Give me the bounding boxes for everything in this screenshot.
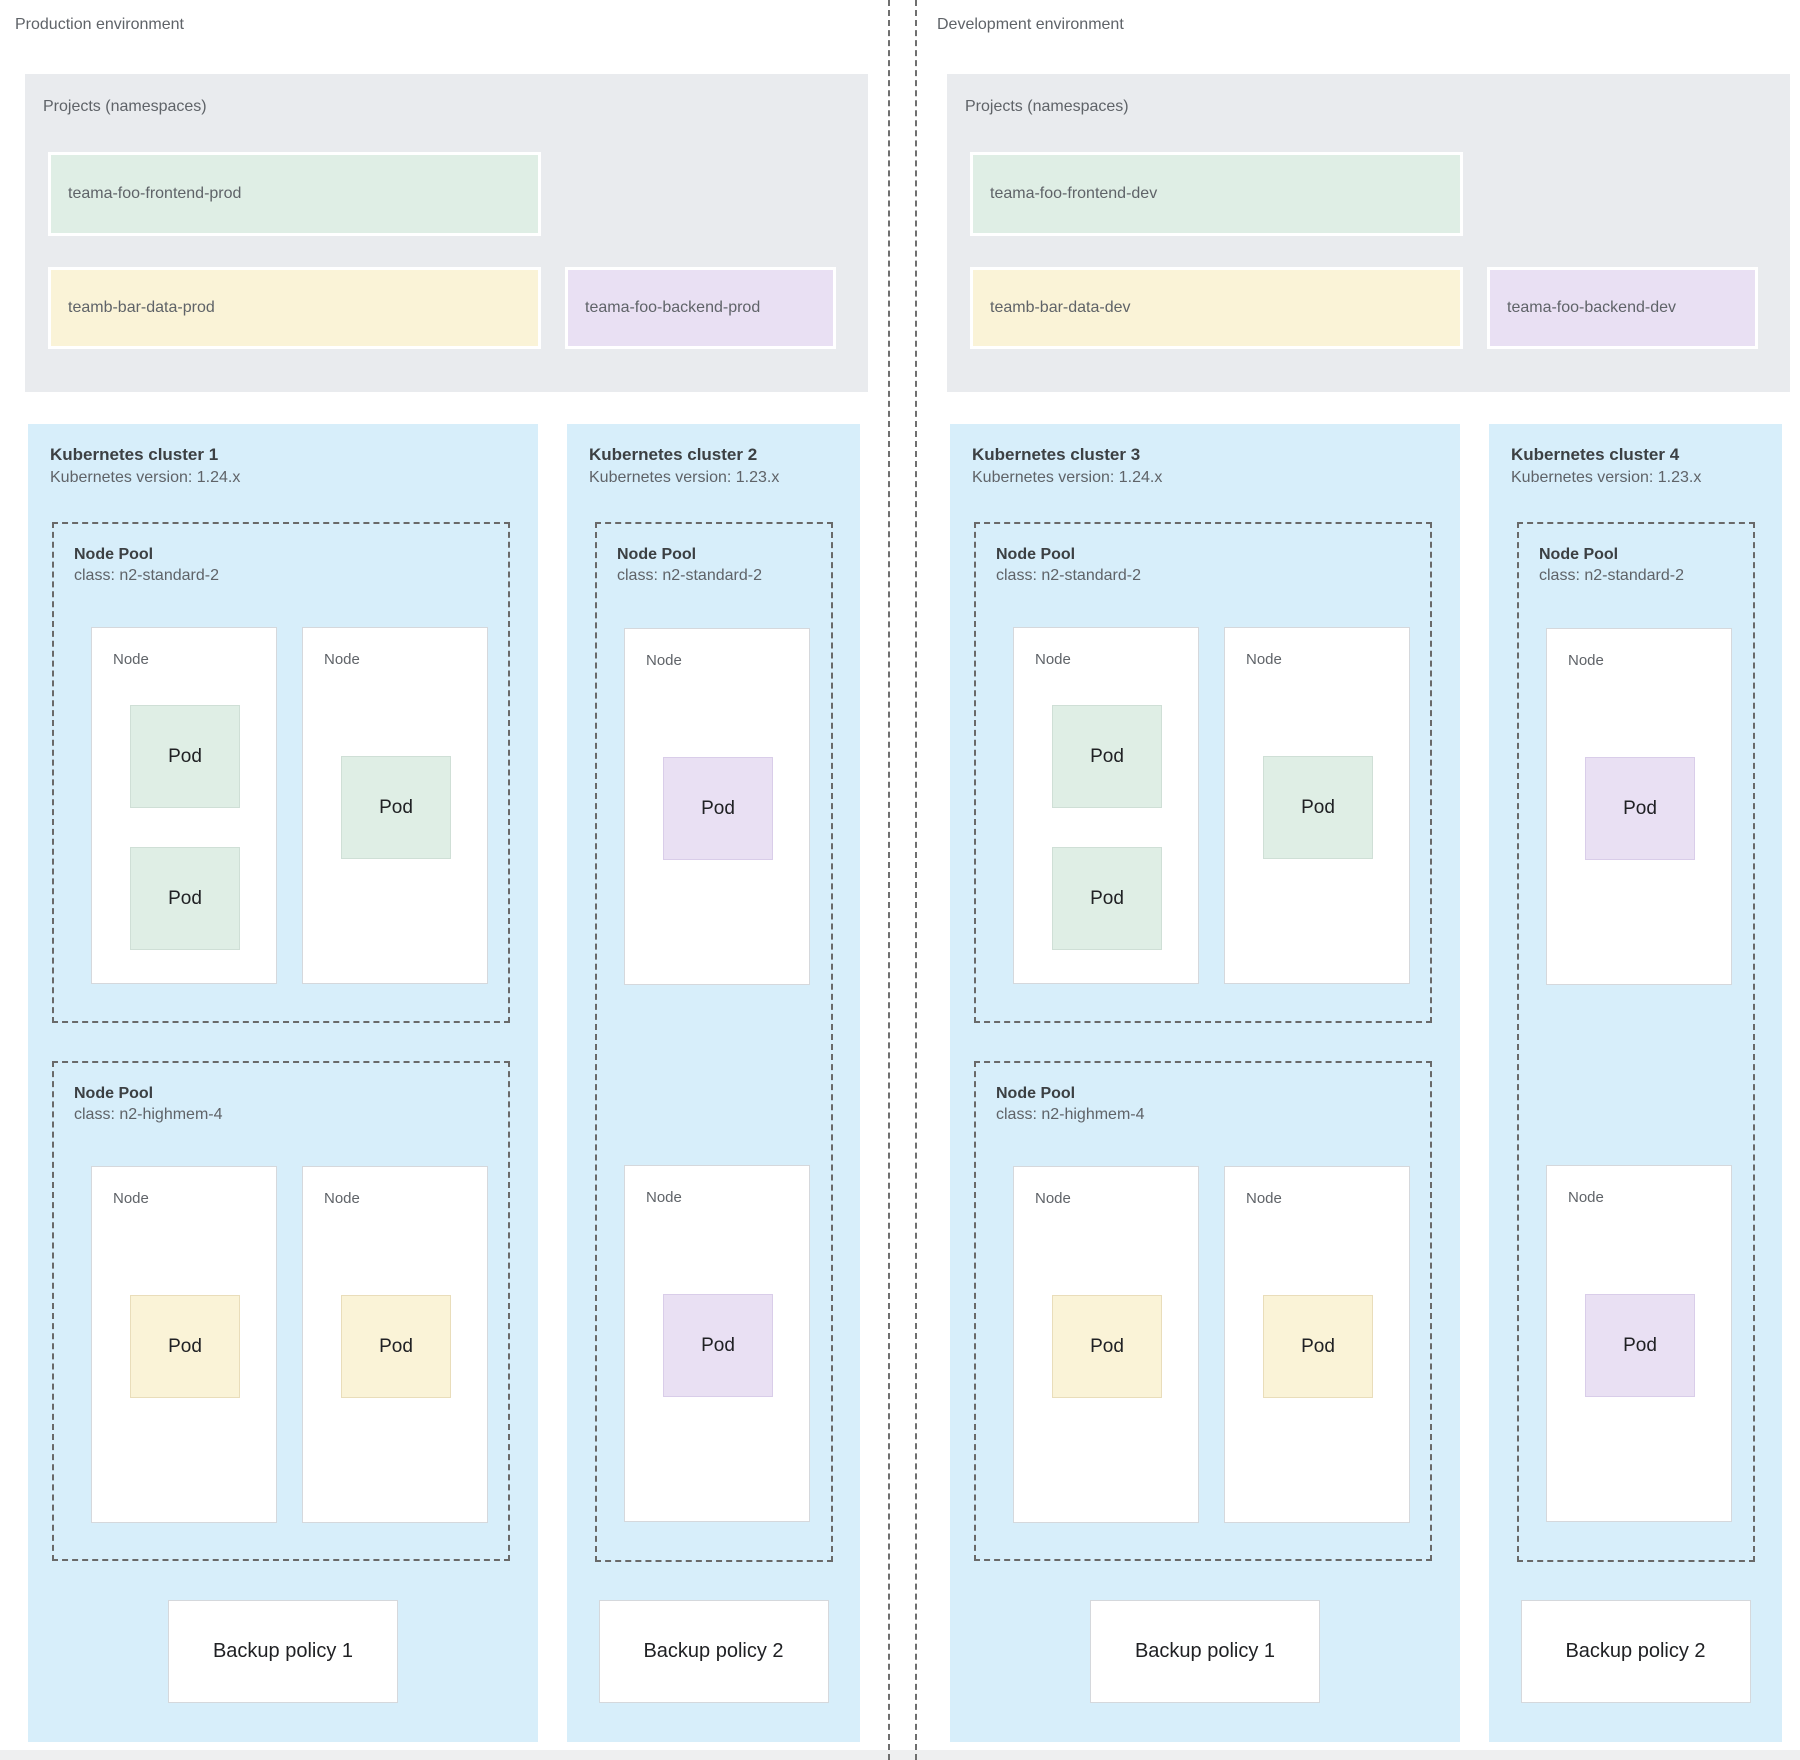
node-box: Node Pod (1546, 628, 1732, 985)
pod-box: Pod (663, 1294, 773, 1397)
environment-label: Production environment (15, 16, 184, 33)
backup-policy-box: Backup policy 2 (598, 1600, 829, 1703)
pod-box: Pod (1052, 705, 1162, 808)
pod-box: Pod (130, 847, 240, 950)
node-label: Node (324, 651, 360, 668)
node-pool-class: class: n2-highmem-4 (996, 1106, 1145, 1123)
projects-panel: Projects (namespaces) teama-foo-frontend-… (947, 74, 1790, 392)
projects-panel: Projects (namespaces) teama-foo-frontend-… (25, 74, 868, 392)
node-box: Node Pod (1013, 1166, 1199, 1523)
project-namespace-chip: teamb-bar-data-prod (48, 267, 541, 349)
cluster-version: Kubernetes version: 1.24.x (50, 469, 241, 486)
node-label: Node (113, 651, 149, 668)
node-pool-title: Node Pool (74, 1085, 154, 1102)
kubernetes-cluster-panel: Kubernetes cluster 3 Kubernetes version: … (950, 424, 1460, 1742)
pod-box: Pod (1263, 756, 1373, 859)
pod-box: Pod (341, 756, 451, 859)
node-label: Node (646, 652, 682, 669)
project-namespace-chip: teama-foo-backend-dev (1487, 267, 1758, 349)
cluster-version: Kubernetes version: 1.24.x (972, 469, 1163, 486)
kubernetes-cluster-panel: Kubernetes cluster 1 Kubernetes version: … (28, 424, 538, 1742)
project-namespace-chip: teama-foo-backend-prod (565, 267, 836, 349)
pod-box: Pod (130, 1295, 240, 1398)
pod-box: Pod (1585, 1294, 1695, 1397)
node-box: Node Pod Pod (91, 627, 277, 984)
node-pool: Node Pool class: n2-standard-2 Node Pod Pod N… (52, 522, 510, 1023)
projects-title: Projects (namespaces) (965, 98, 1129, 115)
node-label: Node (646, 1189, 682, 1206)
node-pool-class: class: n2-standard-2 (74, 567, 219, 584)
project-namespace-chip: teama-foo-frontend-dev (970, 152, 1463, 236)
node-pool-title: Node Pool (996, 1085, 1076, 1102)
node-box: Node Pod (624, 628, 810, 985)
node-box: Node Pod (91, 1166, 277, 1523)
node-label: Node (1035, 1190, 1071, 1207)
backup-policy-box: Backup policy 2 (1520, 1600, 1751, 1703)
project-namespace-chip: teama-foo-frontend-prod (48, 152, 541, 236)
node-pool-title: Node Pool (996, 546, 1076, 563)
pod-box: Pod (1052, 1295, 1162, 1398)
node-pool-title: Node Pool (1539, 546, 1619, 563)
node-pool-title: Node Pool (74, 546, 154, 563)
node-pool-title: Node Pool (617, 546, 697, 563)
node-box: Node Pod (302, 627, 488, 984)
cluster-title: Kubernetes cluster 3 (972, 445, 1141, 464)
node-label: Node (1568, 652, 1604, 669)
node-pool-class: class: n2-standard-2 (617, 567, 762, 584)
node-label: Node (324, 1190, 360, 1207)
environment-divider (888, 0, 917, 1760)
cluster-version: Kubernetes version: 1.23.x (1511, 469, 1702, 486)
node-pool: Node Pool class: n2-standard-2 Node Pod Pod N… (974, 522, 1432, 1023)
node-label: Node (1035, 651, 1071, 668)
pod-box: Pod (1585, 757, 1695, 860)
node-pool: Node Pool class: n2-standard-2 Node Pod Node… (595, 522, 833, 1562)
node-box: Node Pod (1224, 627, 1410, 984)
node-pool: Node Pool class: n2-highmem-4 Node Pod Node P… (52, 1061, 510, 1561)
project-namespace-chip: teamb-bar-data-dev (970, 267, 1463, 349)
pod-box: Pod (130, 705, 240, 808)
node-label: Node (1568, 1189, 1604, 1206)
node-box: Node Pod (1224, 1166, 1410, 1523)
node-box: Node Pod Pod (1013, 627, 1199, 984)
node-pool-class: class: n2-standard-2 (1539, 567, 1684, 584)
node-label: Node (1246, 651, 1282, 668)
backup-policy-box: Backup policy 1 (1090, 1600, 1320, 1703)
environment-production: Production environment Projects (namespac… (0, 0, 878, 1760)
node-pool: Node Pool class: n2-highmem-4 Node Pod Node P… (974, 1061, 1432, 1561)
node-label: Node (1246, 1190, 1282, 1207)
bottom-edge-strip (0, 1750, 1800, 1760)
kubernetes-cluster-panel: Kubernetes cluster 2 Kubernetes version: … (567, 424, 860, 1742)
pod-box: Pod (1052, 847, 1162, 950)
node-box: Node Pod (302, 1166, 488, 1523)
environment-label: Development environment (937, 16, 1124, 33)
cluster-title: Kubernetes cluster 1 (50, 445, 219, 464)
pod-box: Pod (663, 757, 773, 860)
cluster-title: Kubernetes cluster 2 (589, 445, 758, 464)
cluster-version: Kubernetes version: 1.23.x (589, 469, 780, 486)
node-box: Node Pod (1546, 1165, 1732, 1522)
projects-title: Projects (namespaces) (43, 98, 207, 115)
cluster-title: Kubernetes cluster 4 (1511, 445, 1680, 464)
kubernetes-cluster-panel: Kubernetes cluster 4 Kubernetes version: … (1489, 424, 1782, 1742)
node-pool: Node Pool class: n2-standard-2 Node Pod Node… (1517, 522, 1755, 1562)
node-label: Node (113, 1190, 149, 1207)
node-pool-class: class: n2-standard-2 (996, 567, 1141, 584)
node-box: Node Pod (624, 1165, 810, 1522)
pod-box: Pod (1263, 1295, 1373, 1398)
backup-policy-box: Backup policy 1 (168, 1600, 398, 1703)
pod-box: Pod (341, 1295, 451, 1398)
node-pool-class: class: n2-highmem-4 (74, 1106, 223, 1123)
environment-development: Development environment Projects (namespa… (922, 0, 1800, 1760)
